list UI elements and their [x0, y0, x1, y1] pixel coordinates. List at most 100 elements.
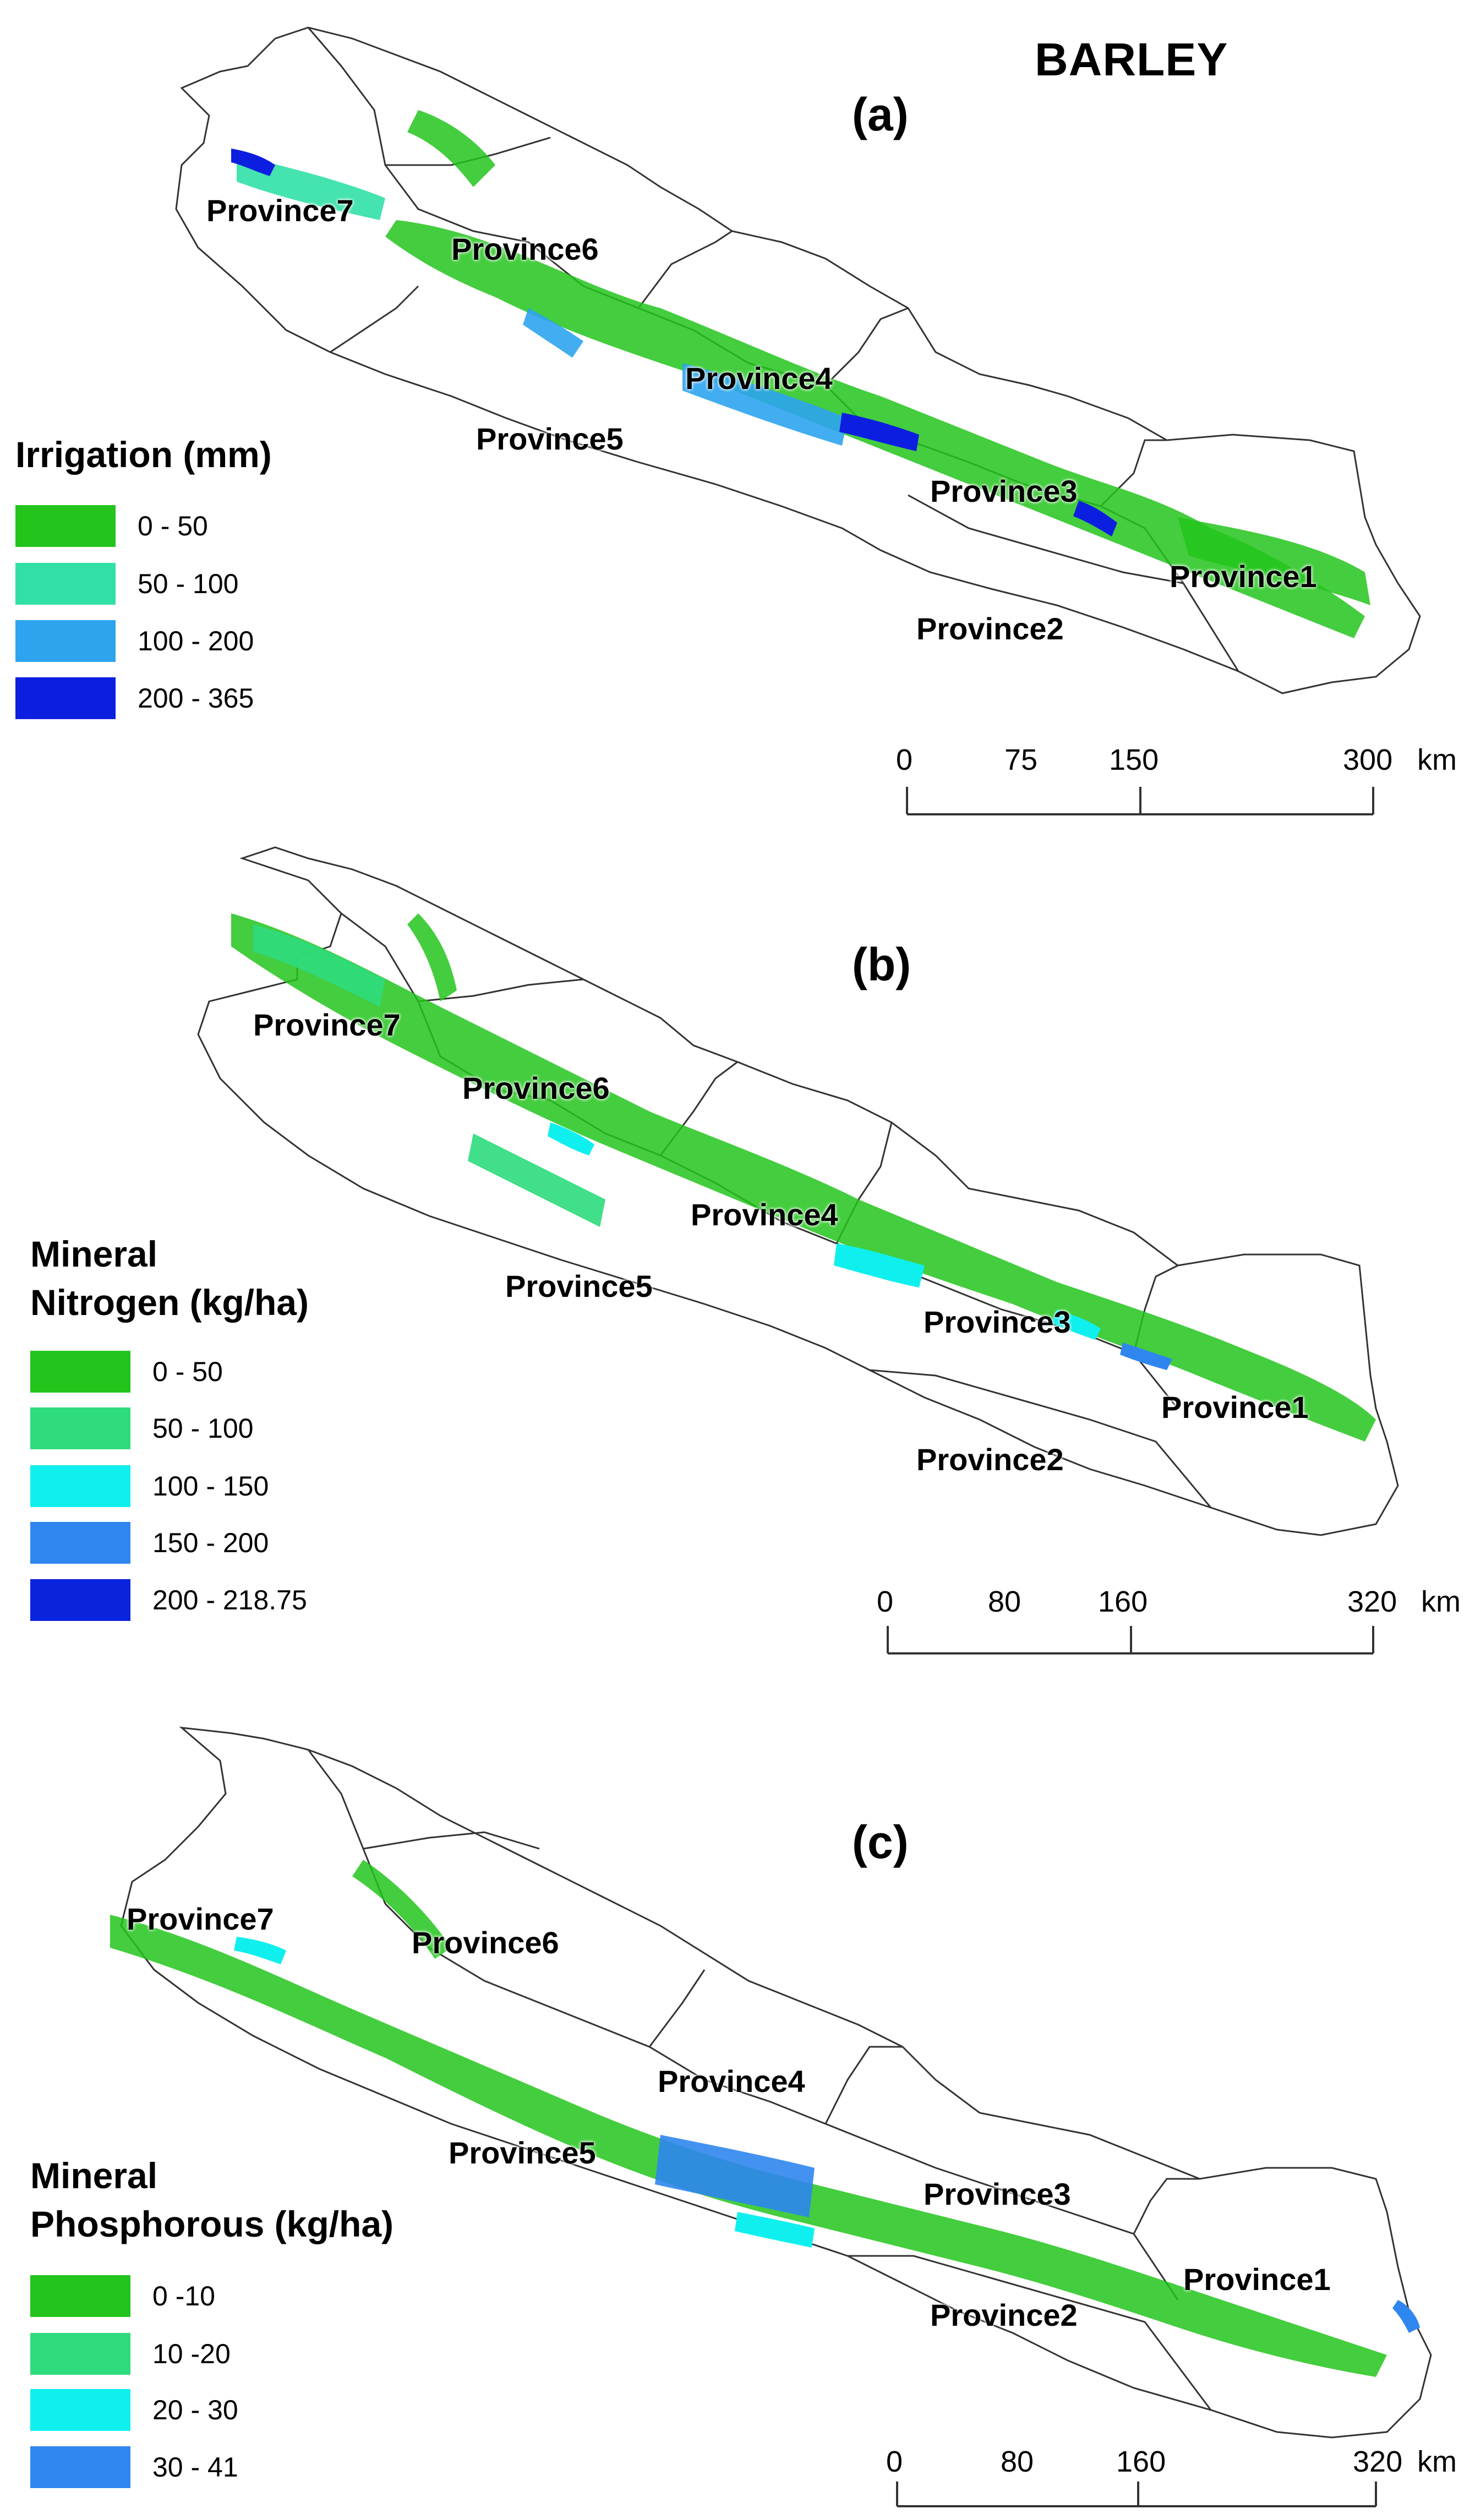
legend-swatch — [30, 2275, 130, 2317]
legend-label: 30 - 41 — [152, 2452, 238, 2483]
map-b — [197, 846, 1399, 1536]
map-a — [175, 26, 1421, 694]
panel-label: (a) — [852, 89, 909, 140]
province-boundary — [330, 285, 419, 353]
scale-unit: km — [1417, 2445, 1457, 2478]
crop-area — [231, 110, 1370, 638]
legend-title: Mineral Phosphorous (kg/ha) — [30, 2155, 394, 2244]
scale-bar-line — [887, 1626, 1374, 1655]
province-label: Province5 — [505, 1269, 653, 1303]
scale-tick-label: 0 — [877, 1585, 894, 1618]
legend-title: Irrigation (mm) — [15, 434, 272, 475]
legend-item: 200 - 218.75 — [30, 1579, 307, 1621]
province-boundary — [869, 1369, 1212, 1508]
scale-tick-label: 300 — [1343, 743, 1393, 776]
legend-label: 20 - 30 — [152, 2395, 238, 2425]
country-outline — [197, 846, 1399, 1536]
legend-item: 200 - 365 — [15, 677, 254, 719]
province-boundary — [1133, 2178, 1200, 2234]
legend-label: 50 - 100 — [152, 1413, 254, 1444]
legend-item: 20 - 30 — [30, 2389, 238, 2431]
scale-bar-line — [906, 787, 1374, 815]
province-boundary — [824, 2046, 903, 2124]
legend-label: 200 - 365 — [138, 683, 254, 714]
legend-item: 150 - 200 — [30, 1522, 269, 1564]
province-label: Province1 — [1183, 2262, 1331, 2297]
legend-label: 0 -10 — [152, 2281, 215, 2311]
legend-swatch — [30, 2389, 130, 2431]
province-boundary — [418, 978, 584, 1002]
legend-label: 200 - 218.75 — [152, 1585, 307, 1615]
country-outline — [175, 26, 1421, 694]
legend-label: 10 -20 — [152, 2338, 231, 2369]
legend-swatch — [30, 1465, 130, 1507]
legend-swatch — [30, 1351, 130, 1393]
scale-tick-label: 320 — [1353, 2445, 1403, 2478]
province-label: Province4 — [685, 361, 833, 396]
legend-label: 0 - 50 — [152, 1356, 223, 1387]
legend-item: 100 - 150 — [30, 1465, 269, 1507]
scale-tick-label: 160 — [1098, 1585, 1148, 1618]
province-boundary — [824, 307, 909, 386]
legend-title: Mineral Nitrogen (kg/ha) — [30, 1234, 309, 1323]
scale-unit: km — [1421, 1585, 1461, 1618]
legend-label: 150 - 200 — [152, 1527, 269, 1558]
legend-item: 50 - 100 — [30, 1407, 253, 1449]
scale-tick-label: 160 — [1116, 2445, 1166, 2478]
legend-label: 100 - 200 — [138, 626, 254, 656]
province-label: Province1 — [1170, 559, 1317, 594]
panel-label: (b) — [852, 939, 911, 990]
legend-item: 50 - 100 — [15, 563, 238, 605]
province-boundary — [648, 1969, 706, 2047]
legend-swatch — [30, 2446, 130, 2488]
province-label: Province1 — [1161, 1390, 1309, 1425]
legend-label: 100 - 150 — [152, 1471, 269, 1502]
legend-swatch — [30, 1579, 130, 1621]
province-label: Province6 — [451, 232, 599, 266]
province-boundary — [908, 494, 1239, 672]
legend-item: 0 -10 — [30, 2275, 215, 2317]
scale-unit: km — [1417, 743, 1457, 776]
legend-swatch — [15, 505, 116, 547]
province-label: Province2 — [930, 2298, 1078, 2332]
legend-item: 0 - 50 — [30, 1351, 223, 1393]
panel-label: (c) — [852, 1816, 909, 1868]
province-label: Province7 — [127, 1902, 274, 1936]
legend-label: 0 - 50 — [138, 511, 208, 541]
province-label: Province4 — [691, 1197, 838, 1232]
legend-swatch — [15, 677, 116, 719]
scale-bar-line — [896, 2481, 1377, 2507]
crop-area — [110, 1860, 1420, 2377]
map-c — [110, 1726, 1432, 2439]
scale-tick-label: 0 — [896, 743, 913, 776]
legend-swatch — [30, 1522, 130, 1564]
province-label: Province4 — [658, 2064, 805, 2099]
province-label: Province3 — [924, 2177, 1071, 2211]
province-label: Province6 — [412, 1925, 559, 1960]
province-label: Province5 — [449, 2135, 596, 2170]
legend-item: 30 - 41 — [30, 2446, 238, 2488]
legend-swatch — [15, 620, 116, 662]
scale-tick-label: 80 — [1001, 2445, 1034, 2478]
scale-tick-label: 80 — [988, 1585, 1021, 1618]
province-boundary — [363, 1831, 540, 1850]
scale-tick-label: 75 — [1004, 743, 1038, 776]
scale-tick-label: 150 — [1109, 743, 1159, 776]
province-label: Province7 — [253, 1007, 401, 1042]
country-outline — [120, 1726, 1432, 2439]
province-label: Province2 — [916, 611, 1064, 646]
legend-swatch — [30, 2333, 130, 2375]
province-label: Province6 — [462, 1071, 610, 1105]
province-label: Province3 — [924, 1305, 1071, 1339]
figure-title: BARLEY — [1035, 34, 1228, 85]
province-label: Province7 — [206, 193, 354, 228]
scale-tick-label: 0 — [886, 2445, 903, 2478]
legend-item: 10 -20 — [30, 2333, 231, 2375]
legend-item: 100 - 200 — [15, 620, 254, 662]
scale-tick-label: 320 — [1347, 1585, 1397, 1618]
province-label: Province2 — [916, 1442, 1064, 1477]
crop-area — [231, 913, 1376, 1442]
legend-item: 0 - 50 — [15, 505, 208, 547]
legend-swatch — [15, 563, 116, 605]
province-boundary — [637, 230, 733, 309]
